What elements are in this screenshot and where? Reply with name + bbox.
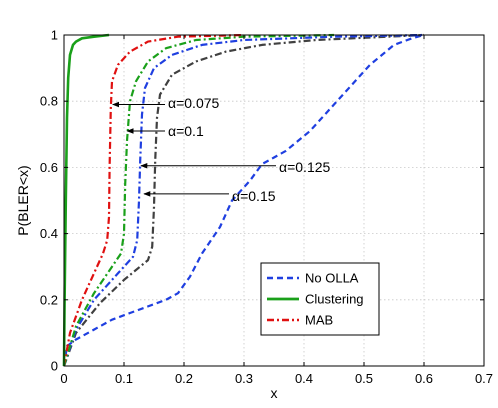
y-tick-label: 0.6 <box>40 160 58 175</box>
series-line <box>62 33 335 367</box>
annotation-label: α=0.125 <box>279 159 331 175</box>
annotation-label: α=0.075 <box>168 95 220 111</box>
series-line <box>62 33 425 367</box>
x-tick-label: 0.4 <box>295 371 313 386</box>
legend-label: Clustering <box>305 292 364 307</box>
y-axis-title: P(BLER<x) <box>15 165 31 235</box>
annotation-label: α=0.15 <box>232 188 276 204</box>
series-line <box>62 33 245 367</box>
legend-label: MAB <box>305 313 333 328</box>
x-axis-title: x <box>271 385 278 401</box>
legend-label: No OLLA <box>305 271 359 286</box>
x-tick-label: 0.1 <box>115 371 133 386</box>
x-tick-label: 0.2 <box>175 371 193 386</box>
tick-marks <box>63 34 485 367</box>
series-line <box>62 33 425 367</box>
y-tick-label: 0.2 <box>40 292 58 307</box>
plot-frame <box>63 34 485 367</box>
series-line <box>62 33 425 367</box>
y-tick-label: 0.8 <box>40 94 58 109</box>
annotation-label: α=0.1 <box>168 123 204 139</box>
tick-labels: 0 0.1 0.2 0.3 0.4 0.5 0.6 0.7 0 0.2 0.4 0.6 0.8 1 <box>40 28 493 387</box>
x-tick-label: 0.3 <box>235 371 253 386</box>
y-tick-label: 0 <box>51 359 58 374</box>
x-tick-label: 0.7 <box>475 371 493 386</box>
legend: No OLLA Clustering MAB <box>260 262 380 336</box>
x-tick-label: 0.6 <box>415 371 433 386</box>
x-tick-label: 0 <box>60 371 67 386</box>
y-tick-label: 1 <box>51 28 58 43</box>
x-tick-label: 0.5 <box>355 371 373 386</box>
y-tick-label: 0.4 <box>40 226 58 241</box>
